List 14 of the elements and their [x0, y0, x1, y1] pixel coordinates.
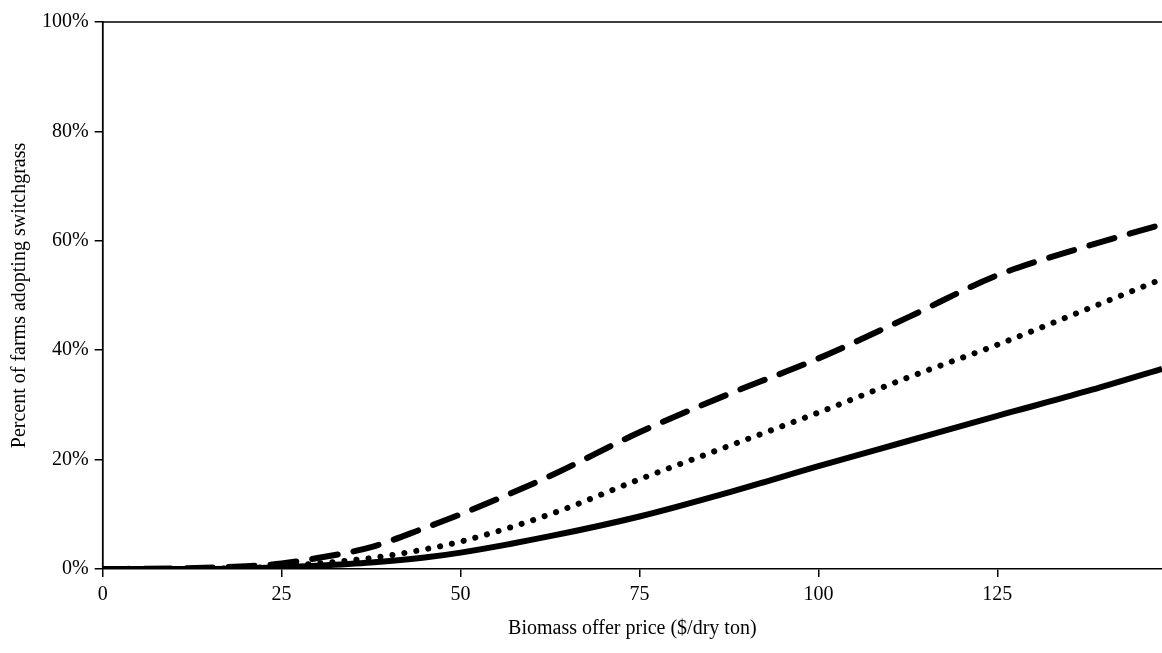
- x-axis-title: Biomass offer price ($/dry ton): [508, 616, 757, 640]
- y-tick-label: 100%: [41, 9, 89, 32]
- y-tick-label: 40%: [51, 337, 89, 360]
- x-tick-label: 100: [803, 582, 834, 605]
- x-tick-label: 125: [982, 582, 1013, 605]
- x-tick-label: 25: [271, 582, 292, 605]
- y-tick-label: 60%: [51, 228, 89, 251]
- y-tick-label: 0%: [61, 556, 89, 579]
- x-tick-label: 75: [629, 582, 650, 605]
- y-axis-title: Percent of farms adopting switchgrass: [7, 142, 31, 449]
- y-tick-label: 80%: [51, 118, 89, 141]
- x-tick-label: 0: [97, 582, 108, 605]
- y-tick-label: 20%: [51, 446, 89, 469]
- x-tick-label: 50: [450, 582, 471, 605]
